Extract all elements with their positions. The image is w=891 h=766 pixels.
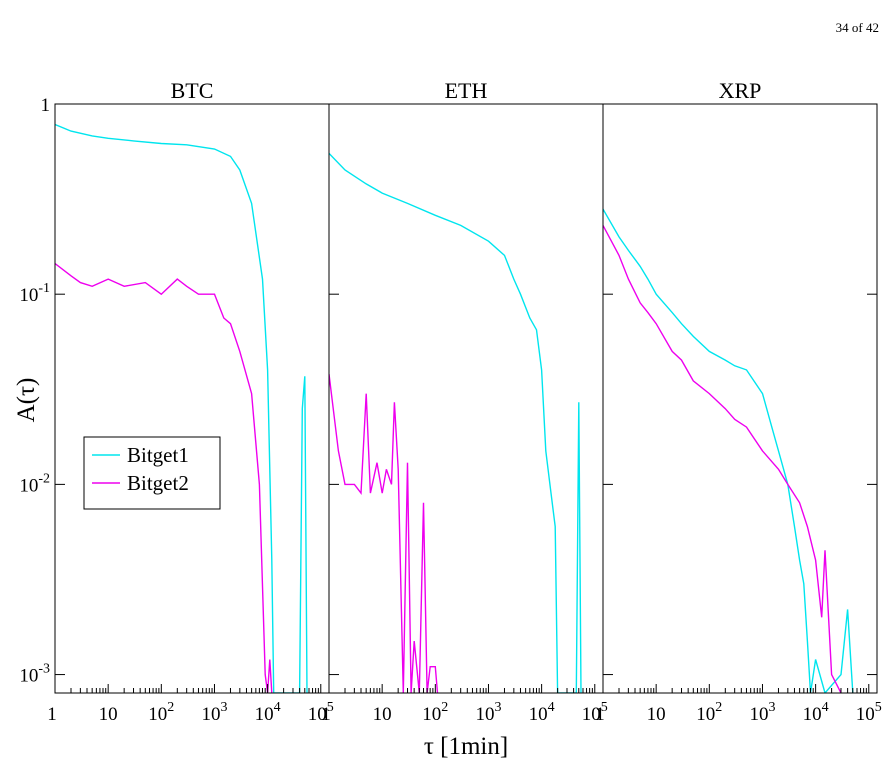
panel-xrp: XRP 1 10 102 103 104 105 [595,78,882,725]
x-tick-label: 102 [422,700,448,725]
series-bitget2-line [603,225,842,693]
x-tick-label: 105 [582,700,608,725]
panel-title: BTC [171,78,214,103]
x-tick-label: 103 [201,700,227,725]
legend-label-bitget2: Bitget2 [127,471,189,495]
panel-title: ETH [445,78,488,103]
series-bitget1-line [55,123,308,693]
x-tick-label: 102 [696,700,722,725]
panel-title: XRP [719,78,762,103]
x-axis-label: τ [1min] [424,733,508,760]
legend-box [83,436,221,510]
panel-btc: BTC 1 10 102 103 104 105 [47,78,334,725]
series-bitget1-line [329,152,582,693]
y-tick-label: 10-1 [19,281,50,306]
x-tick-label: 1 [595,704,605,725]
y-tick-label: 10-2 [19,471,50,496]
x-tick-label: 10 [373,704,392,725]
x-tick-label: 104 [803,700,829,725]
y-tick-label: 10-3 [19,662,50,687]
panel-frame [328,103,604,694]
legend: Bitget1 Bitget2 [83,436,221,510]
series-bitget1-line [603,208,854,693]
series-bitget2-line [329,374,439,693]
x-tick-label: 102 [148,700,174,725]
y-tick-label: 1 [41,95,51,116]
x-tick-label: 104 [529,700,555,725]
x-tick-label: 103 [749,700,775,725]
x-tick-label: 10 [647,704,666,725]
y-axis-label: A(τ) [13,378,40,423]
legend-label-bitget1: Bitget1 [127,443,189,467]
x-tick-label: 105 [856,700,882,725]
panel-frame [54,103,330,694]
page-number: 34 of 42 [835,20,879,35]
panel-frame [602,103,878,694]
x-tick-label: 1 [47,704,57,725]
x-tick-label: 104 [255,700,281,725]
panel-eth: ETH 1 10 102 103 104 105 [321,78,608,725]
x-tick-label: 10 [99,704,118,725]
series-bitget2-line [55,262,273,693]
x-tick-label: 105 [308,700,334,725]
x-tick-label: 103 [475,700,501,725]
x-tick-label: 1 [321,704,331,725]
